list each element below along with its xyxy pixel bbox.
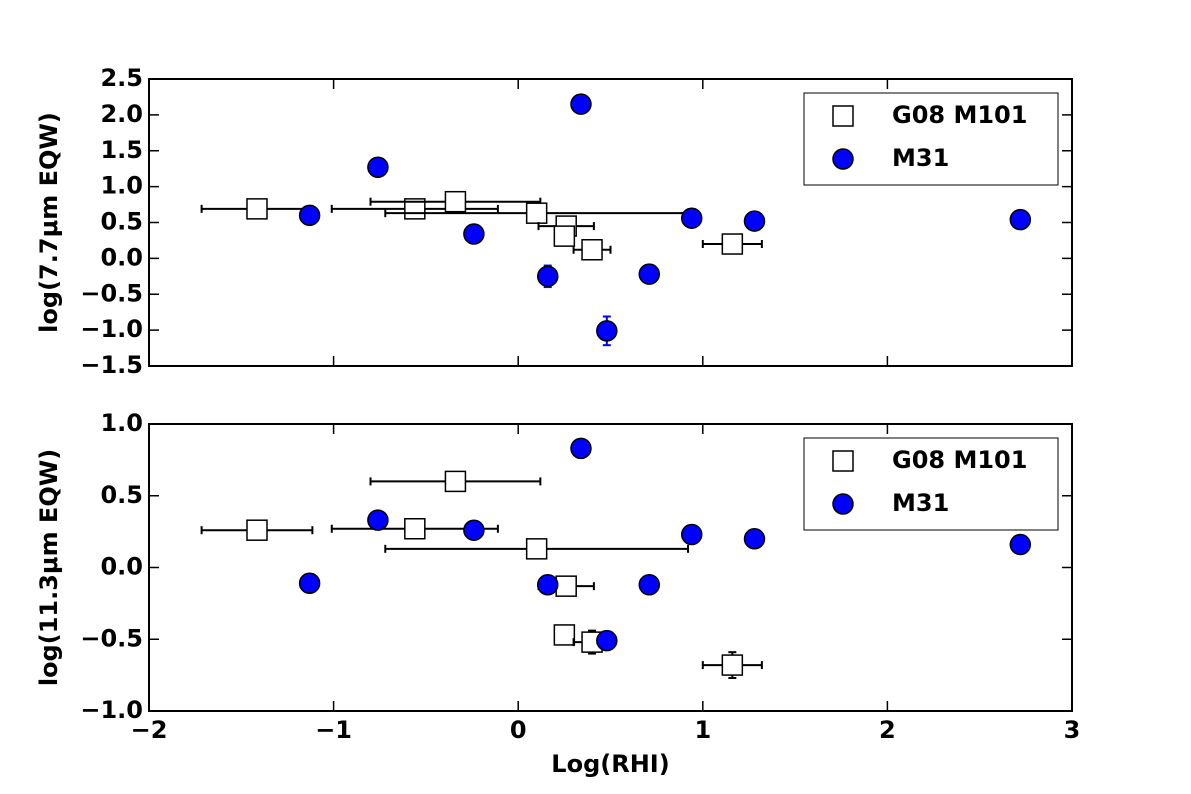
y-tick-label: −1.0 <box>80 315 143 343</box>
point <box>721 654 744 676</box>
point <box>555 575 577 597</box>
axes-frame <box>148 78 1073 367</box>
y-tick-label: 1.0 <box>100 409 143 437</box>
x-tick-label: 1 <box>694 716 711 744</box>
x-tick-label: 0 <box>510 716 527 744</box>
point <box>246 198 268 220</box>
legend-label: G08 M101 <box>892 446 1027 474</box>
point <box>553 225 576 247</box>
point <box>570 93 592 115</box>
point <box>638 573 661 596</box>
point <box>743 210 766 232</box>
y-tick-label: 1.5 <box>100 136 143 164</box>
y-tick-label: 0.0 <box>100 553 143 581</box>
legend-label: M31 <box>892 144 949 172</box>
point <box>570 437 592 460</box>
y-tick-label: 0.5 <box>100 208 143 236</box>
x-axis-label: Log(RHI) <box>551 750 669 778</box>
point <box>463 519 485 541</box>
legend-marker <box>832 105 854 127</box>
point <box>1009 533 1032 556</box>
point <box>444 190 467 213</box>
point <box>680 523 703 546</box>
y-axis-label: log(11.3μm EQW) <box>35 449 63 686</box>
legend-marker <box>832 493 854 515</box>
point <box>525 202 548 224</box>
point <box>553 624 576 646</box>
point <box>1009 208 1032 231</box>
point <box>463 223 485 245</box>
x-tick-label: 2 <box>879 716 896 744</box>
y-tick-label: −0.5 <box>80 279 143 307</box>
point <box>721 233 744 255</box>
point <box>367 509 389 531</box>
y-tick-label: 2.0 <box>100 100 143 128</box>
point <box>680 207 703 229</box>
point <box>525 538 548 560</box>
y-tick-label: −0.5 <box>80 624 143 652</box>
legend-label: G08 M101 <box>892 101 1027 129</box>
legend-marker <box>832 148 854 170</box>
axes-frame <box>148 423 1073 712</box>
legend-label: M31 <box>892 489 949 517</box>
y-tick-label: 0.0 <box>100 243 143 271</box>
point <box>298 204 321 227</box>
point <box>536 265 559 288</box>
x-tick-label: −1 <box>315 716 352 744</box>
y-axis-label: log(7.7μm EQW) <box>35 112 63 333</box>
x-tick-label: 3 <box>1064 716 1081 744</box>
point <box>444 470 467 493</box>
point <box>246 519 268 541</box>
point <box>536 573 559 596</box>
point <box>404 518 426 540</box>
point <box>596 320 618 342</box>
point <box>638 263 661 285</box>
y-tick-label: 2.5 <box>100 64 143 92</box>
point <box>581 239 603 261</box>
x-tick-label: −2 <box>131 716 168 744</box>
point <box>298 572 321 595</box>
y-tick-label: 1.0 <box>100 172 143 200</box>
y-tick-label: 0.5 <box>100 481 143 509</box>
y-tick-label: −1.0 <box>80 696 143 724</box>
point <box>596 629 618 652</box>
point <box>367 156 389 179</box>
y-tick-label: −1.5 <box>80 351 143 379</box>
legend-marker <box>832 450 854 472</box>
point <box>743 528 766 550</box>
